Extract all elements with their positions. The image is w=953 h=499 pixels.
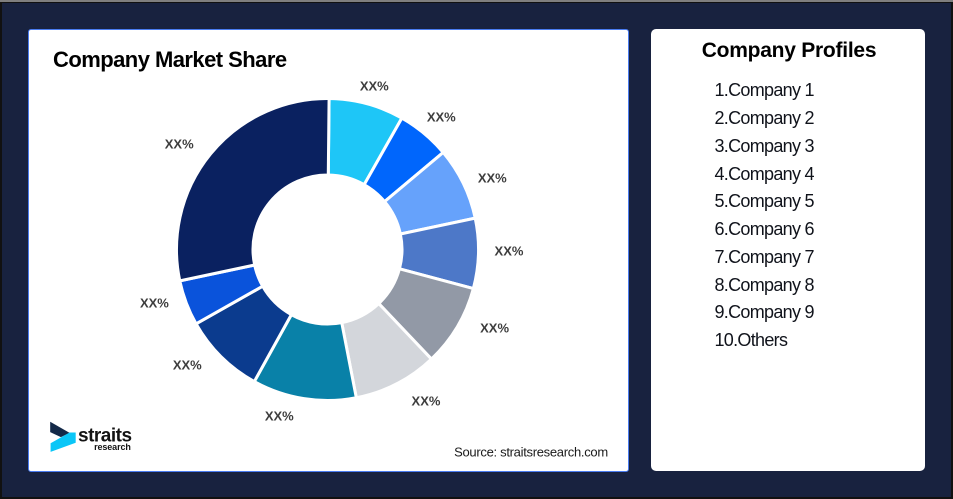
svg-text:straits: straits xyxy=(78,425,132,446)
svg-text:research: research xyxy=(94,442,131,452)
